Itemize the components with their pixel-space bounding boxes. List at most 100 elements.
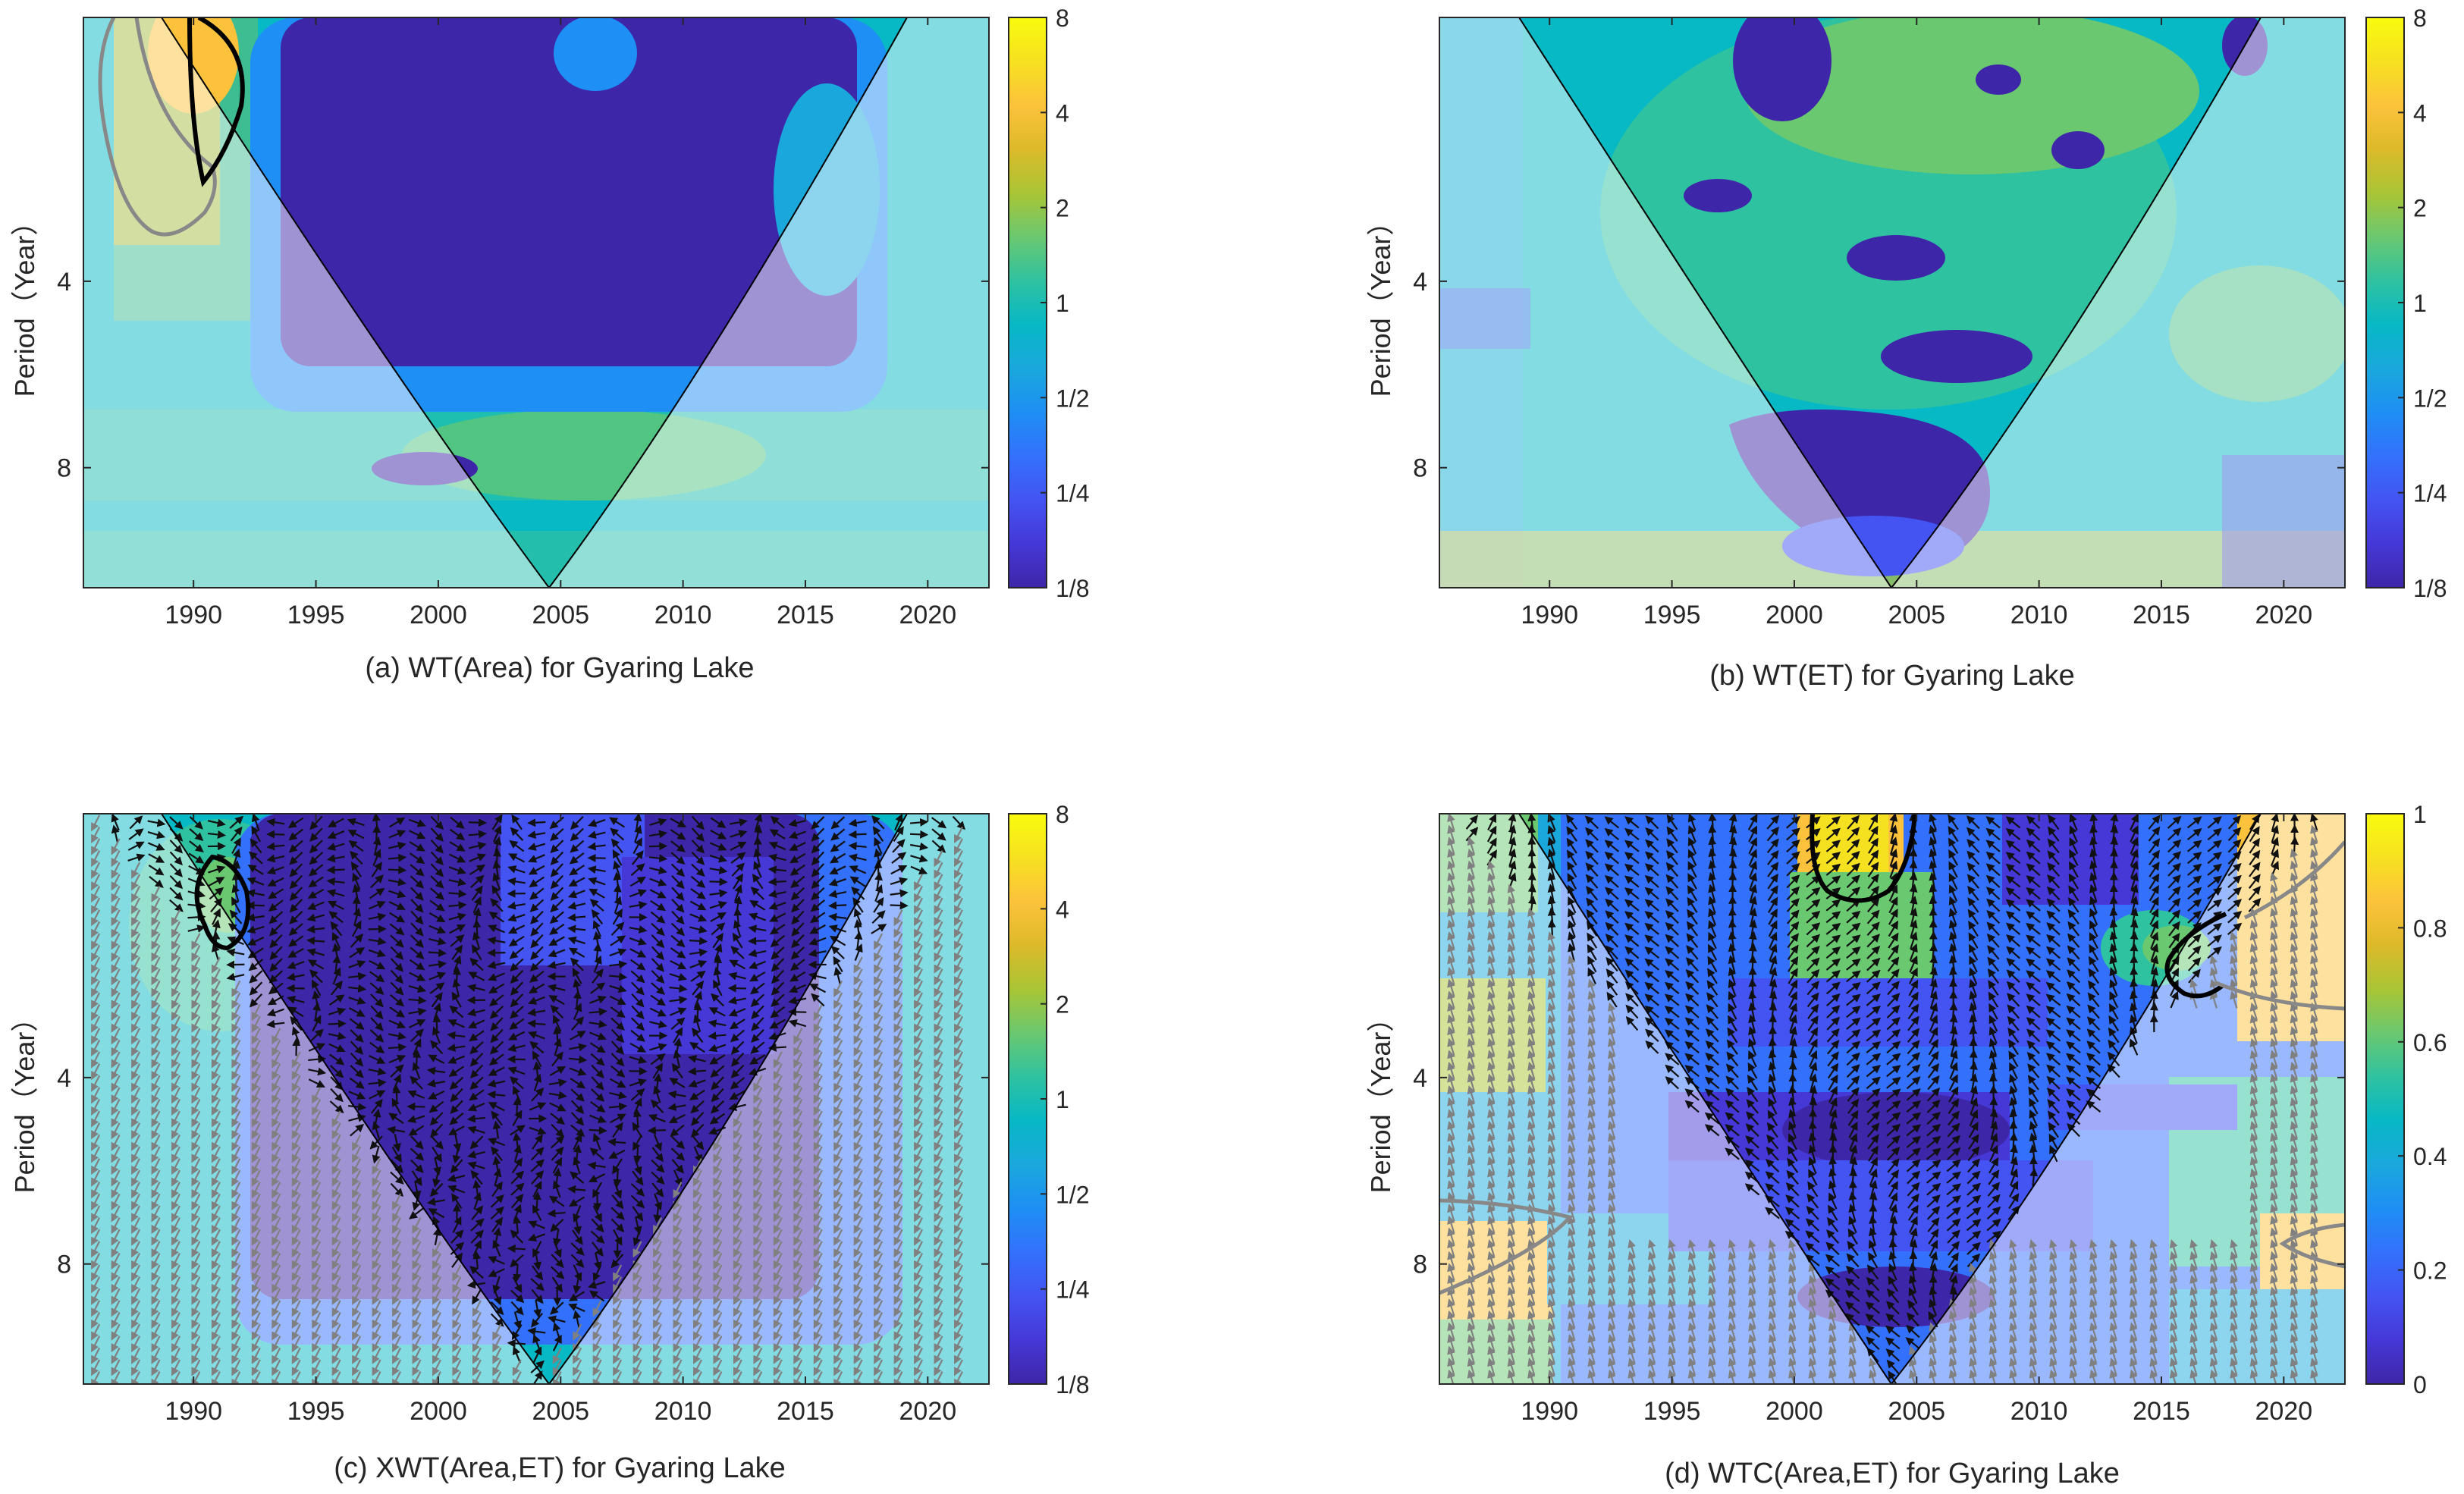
panel-b-dark-mid3 <box>2051 131 2105 169</box>
phase-arrow <box>191 1015 201 1033</box>
phase-arrow <box>151 956 161 974</box>
phase-arrow <box>131 1205 141 1223</box>
phase-arrow <box>191 1300 201 1317</box>
x-tick-label: 2005 <box>532 601 589 629</box>
phase-arrow <box>171 1288 180 1305</box>
phase-arrow <box>111 956 121 974</box>
phase-arrow <box>91 1158 101 1175</box>
phase-arrow <box>131 1276 141 1294</box>
phase-arrow <box>191 1359 201 1376</box>
phase-arrow <box>127 853 146 862</box>
phase-arrow <box>171 1335 180 1353</box>
phase-arrow <box>191 1158 201 1175</box>
panel-b-dark-top <box>1733 17 1832 121</box>
phase-arrow <box>111 921 121 938</box>
phase-arrow <box>151 1004 161 1022</box>
colorbar-tick-label: 1/8 <box>1056 575 1089 602</box>
phase-arrow <box>171 1134 180 1151</box>
x-tick-label: 1990 <box>1521 1397 1578 1426</box>
phase-arrow <box>767 877 786 887</box>
phase-arrow <box>632 1145 642 1164</box>
phase-arrow <box>111 968 121 986</box>
phase-arrow <box>91 850 101 868</box>
phase-arrow <box>91 1193 101 1210</box>
phase-arrow <box>131 1146 141 1163</box>
panel-b-coi-shade <box>1439 17 2345 588</box>
panel-b: 1990 1995 2000 2005 2010 2015 2020 48 Period（Y… <box>1365 5 2447 692</box>
phase-arrow <box>169 840 184 854</box>
phase-arrow <box>151 1217 161 1235</box>
panel-d: 1990 1995 2000 2005 2010 2015 2020 4 8 Period（Y… <box>1365 801 2447 1489</box>
phase-arrow <box>151 1205 161 1223</box>
panel-d-caption: (d) WTC(Area,ET) for Gyaring Lake <box>1665 1458 2120 1489</box>
phase-arrow <box>131 1217 141 1235</box>
x-tick-label: 1990 <box>165 601 222 629</box>
phase-arrow <box>171 1158 180 1175</box>
phase-arrow <box>191 1004 201 1022</box>
phase-arrow <box>111 838 121 855</box>
phase-arrow <box>151 921 161 938</box>
colorbar-tick-label: 1/8 <box>2413 575 2447 602</box>
phase-arrow <box>507 1339 526 1348</box>
phase-arrow <box>91 933 101 950</box>
colorbar-tick-label: 1 <box>1056 290 1069 317</box>
x-tick-label: 2020 <box>899 601 957 629</box>
phase-arrow <box>111 885 121 903</box>
y-tick-label: 8 <box>1413 1251 1427 1279</box>
colorbar-tick-label: 4 <box>1056 896 1069 923</box>
phase-arrow <box>111 1193 121 1210</box>
phase-arrow <box>151 968 161 986</box>
colorbar-tick-label: 1/4 <box>1056 480 1089 507</box>
x-tick-label: 1995 <box>287 601 345 629</box>
x-tick-label: 2010 <box>2010 1397 2068 1426</box>
phase-arrow <box>171 1146 180 1163</box>
phase-arrow <box>649 842 668 851</box>
phase-arrow <box>187 924 206 933</box>
phase-arrow <box>171 1347 180 1364</box>
phase-arrow <box>191 1241 201 1258</box>
phase-arrow <box>147 842 165 851</box>
phase-arrow <box>151 1028 161 1045</box>
phase-arrow <box>91 1110 101 1128</box>
phase-arrow <box>131 956 141 974</box>
phase-arrow <box>91 1276 101 1294</box>
phase-arrow <box>593 1193 602 1212</box>
phase-arrow <box>513 1097 522 1116</box>
phase-arrow <box>151 897 161 915</box>
phase-arrow <box>131 874 141 891</box>
phase-arrow <box>111 1335 121 1353</box>
phase-arrow <box>111 1347 121 1364</box>
x-tick-label: 1995 <box>1643 601 1701 629</box>
phase-arrow <box>171 1028 180 1045</box>
phase-arrow <box>91 862 101 879</box>
panel-a: 1990 1995 2000 2005 2010 2015 2020 48 Period（Y… <box>9 5 1089 684</box>
panel-a-dark-core <box>281 17 857 366</box>
phase-arrow <box>687 1067 707 1076</box>
phase-arrow <box>191 1134 201 1151</box>
phase-arrow <box>171 1241 180 1258</box>
phase-arrow <box>111 1241 121 1258</box>
phase-arrow <box>689 937 708 946</box>
phase-arrow <box>151 1276 161 1294</box>
phase-arrow <box>131 968 141 986</box>
phase-arrow <box>111 909 121 927</box>
phase-arrow <box>191 1051 201 1069</box>
phase-arrow <box>111 1300 121 1317</box>
phase-arrow <box>131 1359 141 1376</box>
phase-arrow <box>91 1146 101 1163</box>
phase-arrow <box>171 1122 180 1140</box>
panel-a-coi-shade <box>83 17 989 588</box>
phase-arrow <box>131 1347 141 1364</box>
phase-arrow <box>171 1063 180 1081</box>
phase-arrow <box>191 1075 201 1092</box>
y-tick-label: 4 <box>57 1064 71 1093</box>
phase-arrow <box>131 921 141 938</box>
phase-arrow <box>131 1229 141 1246</box>
phase-arrow <box>131 1099 141 1116</box>
phase-arrow <box>91 1004 101 1022</box>
phase-arrow <box>91 992 101 1009</box>
colorbar-tick-label: 0.2 <box>2413 1257 2447 1285</box>
phase-arrow <box>151 1312 161 1329</box>
phase-arrow <box>91 956 101 974</box>
phase-arrow <box>191 1276 201 1294</box>
